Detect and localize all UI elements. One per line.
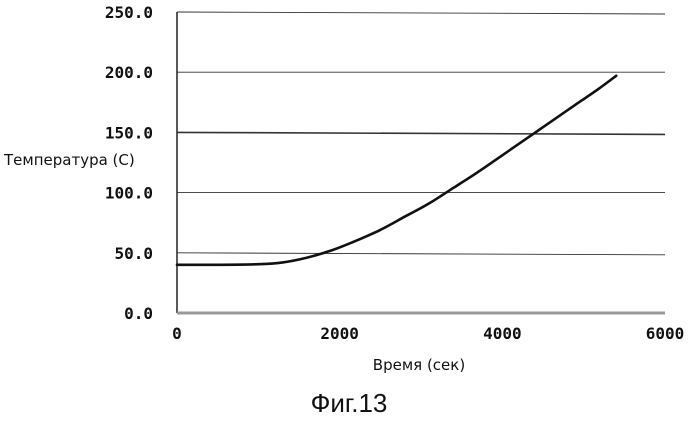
y-tick-label: 150.0 bbox=[105, 123, 153, 142]
gridline-y-250.0 bbox=[177, 12, 665, 14]
gridline-y-150.0 bbox=[177, 132, 665, 134]
y-tick-label: 50.0 bbox=[114, 244, 153, 263]
y-tick-label: 100.0 bbox=[105, 184, 153, 203]
x-tick-labels: 0 2000 4000 6000 bbox=[172, 324, 684, 343]
series-group bbox=[177, 76, 616, 265]
x-tick-label: 2000 bbox=[320, 324, 359, 343]
x-axis-label: Время (сек) bbox=[373, 356, 465, 374]
gridlines bbox=[177, 12, 665, 255]
figure-caption: Фиг.13 bbox=[311, 388, 388, 418]
gridline-y-50.0 bbox=[177, 253, 665, 255]
x-tick-label: 6000 bbox=[646, 324, 685, 343]
x-tick-label: 4000 bbox=[483, 324, 522, 343]
y-axis-label: Температура (С) bbox=[3, 151, 135, 169]
y-tick-label: 0.0 bbox=[124, 304, 153, 323]
x-tick-label: 0 bbox=[172, 324, 182, 343]
y-tick-label: 200.0 bbox=[105, 63, 153, 82]
y-tick-label: 250.0 bbox=[105, 3, 153, 22]
series-line-temperature bbox=[177, 76, 616, 265]
